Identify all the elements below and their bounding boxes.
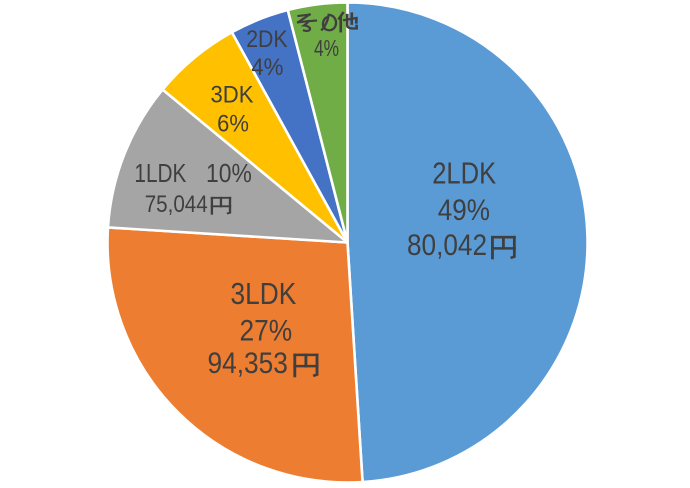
svg-text:4%: 4% [314,35,339,61]
svg-text:27%: 27% [239,314,292,347]
svg-text:2DK: 2DK [246,26,287,53]
svg-text:10%: 10% [206,160,252,188]
svg-text:3LDK: 3LDK [231,276,297,311]
svg-text:3DK: 3DK [211,81,254,108]
svg-text:94,353: 94,353 [208,347,288,380]
svg-text:6%: 6% [217,111,249,138]
svg-text:4%: 4% [251,54,283,81]
svg-text:2LDK: 2LDK [432,155,496,190]
svg-text:49%: 49% [438,194,490,227]
svg-text:75,044: 75,044 [145,191,208,218]
svg-text:1LDK: 1LDK [134,160,186,188]
svg-text:80,042: 80,042 [407,229,487,262]
